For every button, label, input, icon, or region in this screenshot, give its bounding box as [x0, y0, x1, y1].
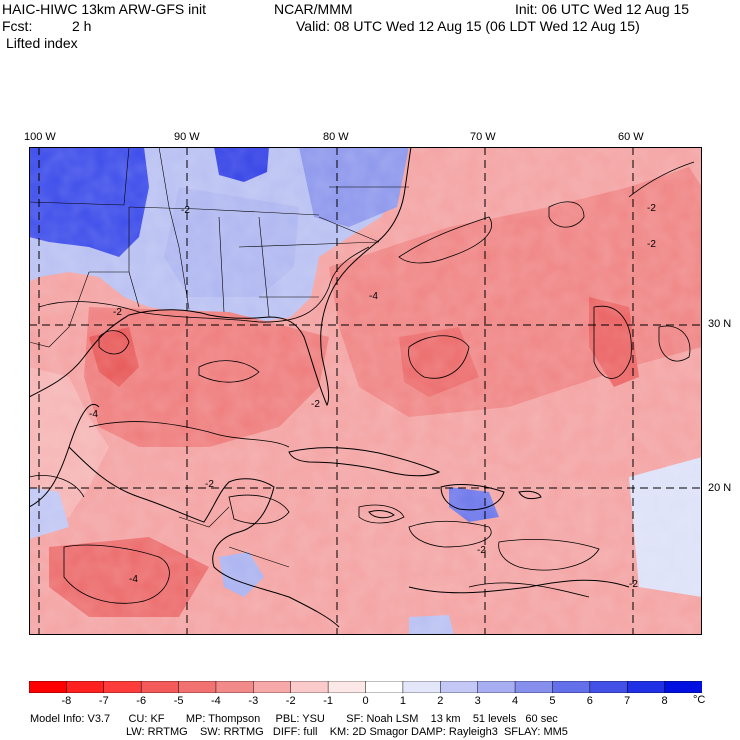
legend-swatch [664, 681, 702, 693]
lifted-index-map: -2 -2 -2 -4 -2 -2 -2 -4 -2 -2 -4 [29, 147, 702, 635]
model-title: HAIC-HIWC 13km ARW-GFS init [2, 1, 207, 17]
legend-tick-label: 7 [624, 695, 631, 707]
legend-swatch [552, 681, 591, 693]
legend-tick-label: 4 [512, 695, 519, 707]
legend-unit: °C [693, 694, 706, 706]
legend-tick-label: 3 [474, 695, 481, 707]
legend-swatch [215, 681, 255, 693]
legend-swatch [514, 681, 554, 693]
lon-label-90w: 90 W [174, 131, 200, 143]
lat-label-20n: 20 N [708, 482, 732, 494]
legend-swatch [327, 681, 367, 693]
contour-label: -4 [89, 409, 98, 420]
legend-tick-label: -8 [61, 695, 72, 707]
contour-label: -2 [205, 479, 214, 490]
legend-swatch [140, 681, 180, 693]
contour-label: -2 [113, 307, 122, 318]
org-label: NCAR/MMM [274, 1, 353, 17]
lat-label-30n: 30 N [708, 318, 732, 330]
map-texture [29, 147, 702, 635]
model-info-line-1: Model Info: V3.7 CU: KF MP: Thompson PBL… [30, 713, 558, 725]
contour-labels: -2 -2 -2 -4 -2 -2 -2 -4 -2 -2 -4 [89, 203, 656, 590]
contour-label: -2 [629, 579, 638, 590]
legend-swatch [365, 681, 404, 693]
legend-colorbar [29, 681, 702, 693]
model-info-line-2: LW: RRTMG SW: RRTMG DIFF: full KM: 2D Sm… [126, 726, 568, 738]
forecast-hour: 2 h [72, 18, 92, 34]
contour-label: -2 [647, 203, 656, 214]
legend-tick-label: 0 [362, 695, 369, 707]
contour-label: -2 [647, 239, 656, 250]
legend-swatch [103, 681, 142, 693]
legend-swatch [29, 681, 68, 693]
forecast-label: Fcst: [2, 18, 33, 34]
legend-tick-label: -6 [136, 695, 147, 707]
puerto-rico [518, 490, 542, 500]
legend-swatch [589, 681, 628, 693]
lon-label-80w: 80 W [323, 131, 349, 143]
legend-tick-label: -3 [248, 695, 259, 707]
field-name: Lifted index [6, 35, 78, 51]
contour-label: -2 [181, 205, 190, 216]
legend-tick-label: 8 [661, 695, 668, 707]
legend-tick-label: 1 [399, 695, 406, 707]
legend-swatch [253, 681, 292, 693]
lon-label-70w: 70 W [470, 131, 496, 143]
legend-swatch [402, 681, 442, 693]
lon-label-60w: 60 W [618, 131, 644, 143]
yucatan-central-america-coast [68, 446, 340, 628]
cuba [288, 447, 441, 477]
map-frame [29, 147, 702, 635]
political-borders [29, 147, 409, 568]
contours [29, 161, 695, 604]
legend-swatch [290, 681, 329, 693]
contour-label: -2 [311, 399, 320, 410]
legend-tick-label: 5 [549, 695, 556, 707]
legend-tick-label: -2 [285, 695, 296, 707]
legend-tick-label: -5 [173, 695, 184, 707]
hispaniola [440, 484, 505, 511]
legend-tick-label: 2 [437, 695, 444, 707]
contour-label: -4 [369, 291, 378, 302]
lon-label-100w: 100 W [24, 131, 56, 143]
legend-swatch [477, 681, 516, 693]
valid-time: Valid: 08 UTC Wed 12 Aug 15 (06 LDT Wed … [296, 18, 640, 34]
legend-tick-label: -7 [98, 695, 109, 707]
lat-lon-grid [29, 147, 702, 635]
contour-label: -2 [477, 545, 486, 556]
contour-label: -4 [129, 574, 138, 585]
jamaica [368, 510, 395, 519]
south-america-coast [408, 579, 630, 594]
legend-tick-label: 6 [586, 695, 593, 707]
legend-swatch [626, 681, 666, 693]
legend-swatch [66, 681, 105, 693]
legend-swatch [178, 681, 217, 693]
legend-swatch [440, 681, 479, 693]
init-time: Init: 06 UTC Wed 12 Aug 15 [515, 1, 690, 17]
legend-tick-label: -1 [323, 695, 333, 707]
legend-tick-label: -4 [211, 695, 221, 707]
